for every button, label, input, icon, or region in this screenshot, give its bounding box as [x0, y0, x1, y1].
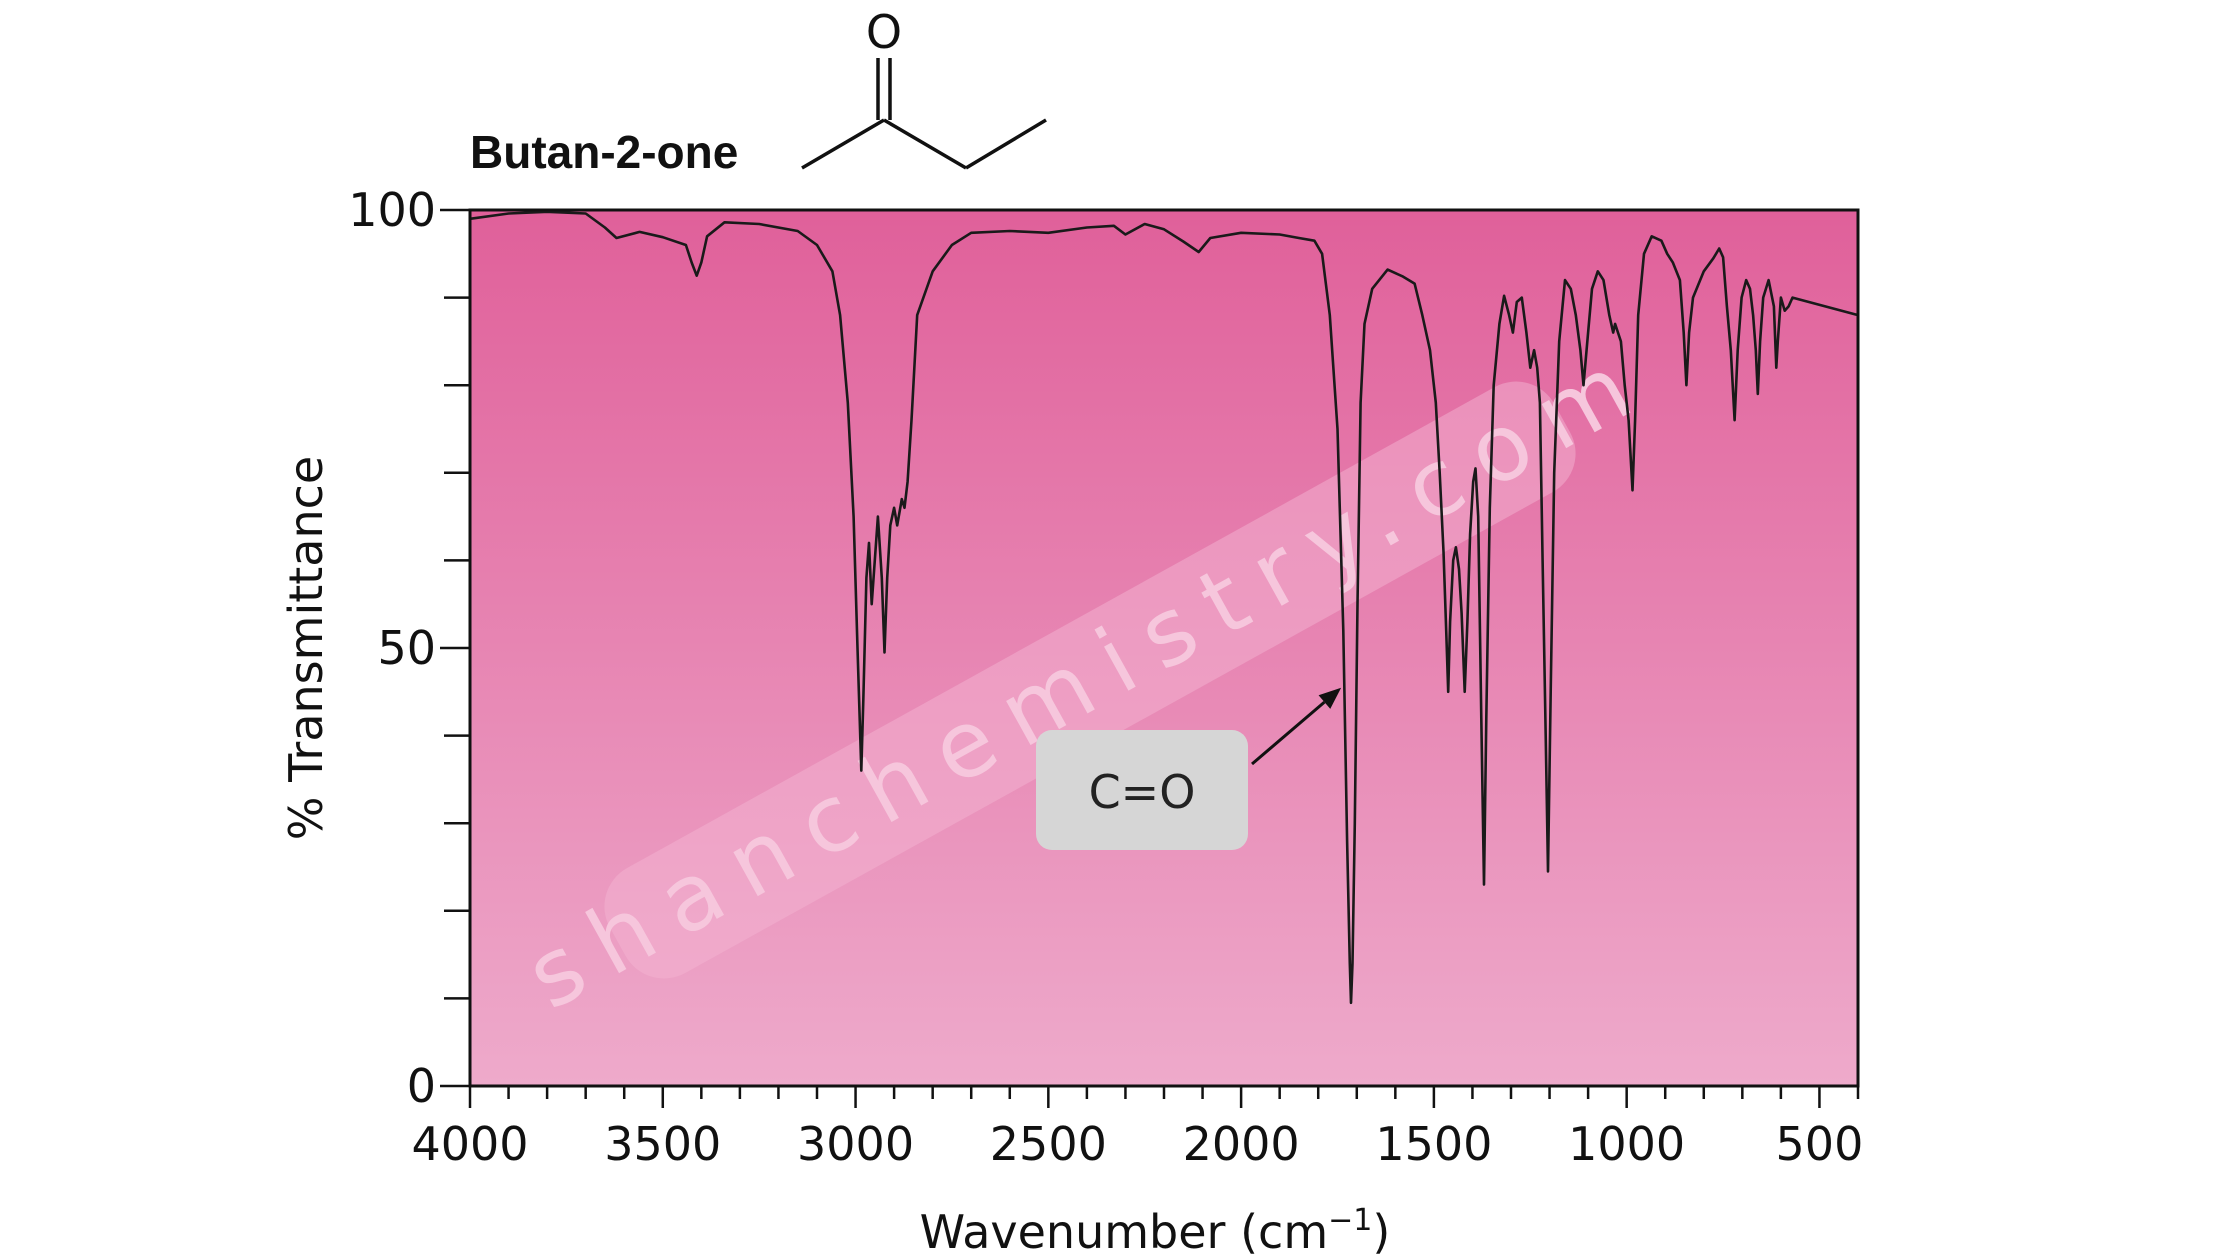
- skeletal-structure: [801, 58, 1047, 170]
- annotation-arrowhead: [1318, 687, 1342, 709]
- x-axis-ticks: [468, 1086, 1860, 1108]
- x-tick-label: 2500: [990, 1117, 1107, 1171]
- carbonyl-annotation: C=O: [1036, 687, 1342, 850]
- x-axis-title-superscript: −1: [1328, 1203, 1372, 1238]
- bond-c2-c3: [883, 118, 967, 170]
- y-axis-title: % Transmittance: [279, 456, 333, 841]
- plot-area: shanchemistry.com 4000 3500 3000 2500 2000 15…: [348, 183, 1863, 1171]
- x-tick-label: 3500: [604, 1117, 721, 1171]
- y-axis-tick-labels: 0 50 100: [348, 183, 436, 1113]
- x-tick-label: 500: [1776, 1117, 1864, 1171]
- annotation-arrow: [1251, 700, 1326, 766]
- x-tick-label: 4000: [411, 1117, 528, 1171]
- bond-c3-c4: [965, 118, 1047, 170]
- bond-c1-c2: [801, 118, 885, 170]
- series-line: [469, 210, 1859, 1005]
- molecule-header: Butan-2-one O: [470, 5, 1047, 178]
- x-axis-title: Wavenumber (cm−1): [920, 1203, 1391, 1259]
- annotation-label: C=O: [1089, 765, 1196, 819]
- y-tick-label: 0: [407, 1059, 436, 1113]
- watermark-band: [604, 381, 1576, 979]
- molecule-name: Butan-2-one: [470, 126, 738, 178]
- x-tick-label: 1500: [1375, 1117, 1492, 1171]
- x-tick-label: 1000: [1568, 1117, 1685, 1171]
- annotation-box: [1036, 730, 1248, 850]
- y-axis-ticks: [440, 208, 470, 1088]
- x-axis-tick-labels: 4000 3500 3000 2500 2000 1500 1000 500: [411, 1117, 1863, 1171]
- y-tick-label: 100: [348, 183, 436, 237]
- oxygen-atom-label: O: [866, 5, 902, 59]
- x-tick-label: 2000: [1183, 1117, 1300, 1171]
- y-tick-label: 50: [377, 621, 436, 675]
- x-tick-label: 3000: [797, 1117, 914, 1171]
